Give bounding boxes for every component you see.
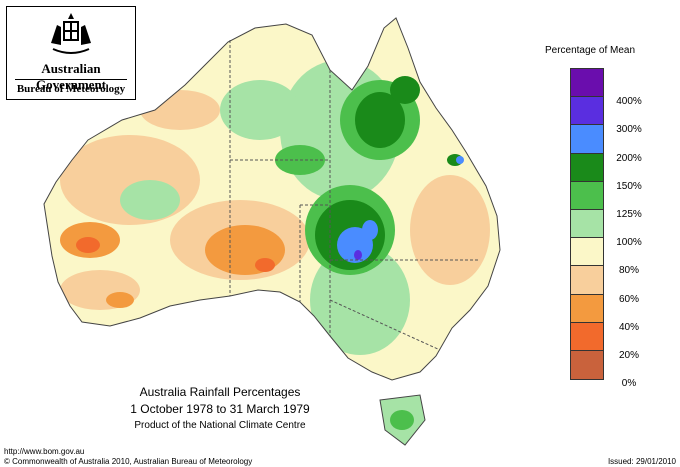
legend-swatch	[571, 125, 603, 154]
state-borders	[229, 40, 480, 351]
website-link[interactable]: http://www.bom.gov.au	[4, 447, 85, 456]
legend-swatch	[571, 153, 603, 182]
legend-label: 400%	[616, 96, 642, 108]
legend-label: 300%	[616, 124, 642, 136]
legend-label: 60%	[618, 293, 639, 305]
legend-label: 0%	[621, 378, 637, 390]
legend-color-bar	[570, 68, 604, 381]
legend-label: 200%	[616, 152, 642, 164]
legend-label: 125%	[616, 208, 642, 220]
legend-swatch	[571, 97, 603, 126]
legend-swatch	[571, 350, 603, 380]
legend-swatch	[571, 69, 603, 98]
issued-date: Issued: 29/01/2010	[607, 457, 676, 466]
bureau-name: Bureau of Meteorology	[16, 83, 126, 95]
legend-label: 20%	[618, 349, 639, 361]
legend-label: 40%	[618, 321, 639, 333]
map-product-credit: Product of the National Climate Centre	[134, 420, 306, 431]
legend-swatch	[571, 238, 603, 267]
map-title-block: Australia Rainfall Percentages 1 October…	[110, 385, 330, 431]
legend-label: 100%	[616, 237, 642, 249]
map-title: Australia Rainfall Percentages	[139, 385, 301, 399]
legend-swatch	[571, 266, 603, 295]
coat-of-arms-icon	[51, 13, 91, 54]
government-logo-box: Australian Government Bureau of Meteorol…	[6, 6, 136, 100]
legend-label: 150%	[616, 180, 642, 192]
copyright-text: © Commonwealth of Australia 2010, Austra…	[4, 457, 253, 466]
legend-swatch	[571, 209, 603, 239]
legend-swatch	[571, 294, 603, 323]
header-divider	[15, 79, 127, 80]
map-date-range: 1 October 1978 to 31 March 1979	[130, 402, 310, 416]
legend-swatch	[571, 181, 603, 210]
legend-swatch	[571, 322, 603, 351]
coastline	[43, 17, 501, 381]
government-name: Australian Government	[35, 61, 107, 92]
legend-label: 80%	[618, 265, 639, 277]
legend-title: Percentage of Mean	[544, 45, 636, 56]
